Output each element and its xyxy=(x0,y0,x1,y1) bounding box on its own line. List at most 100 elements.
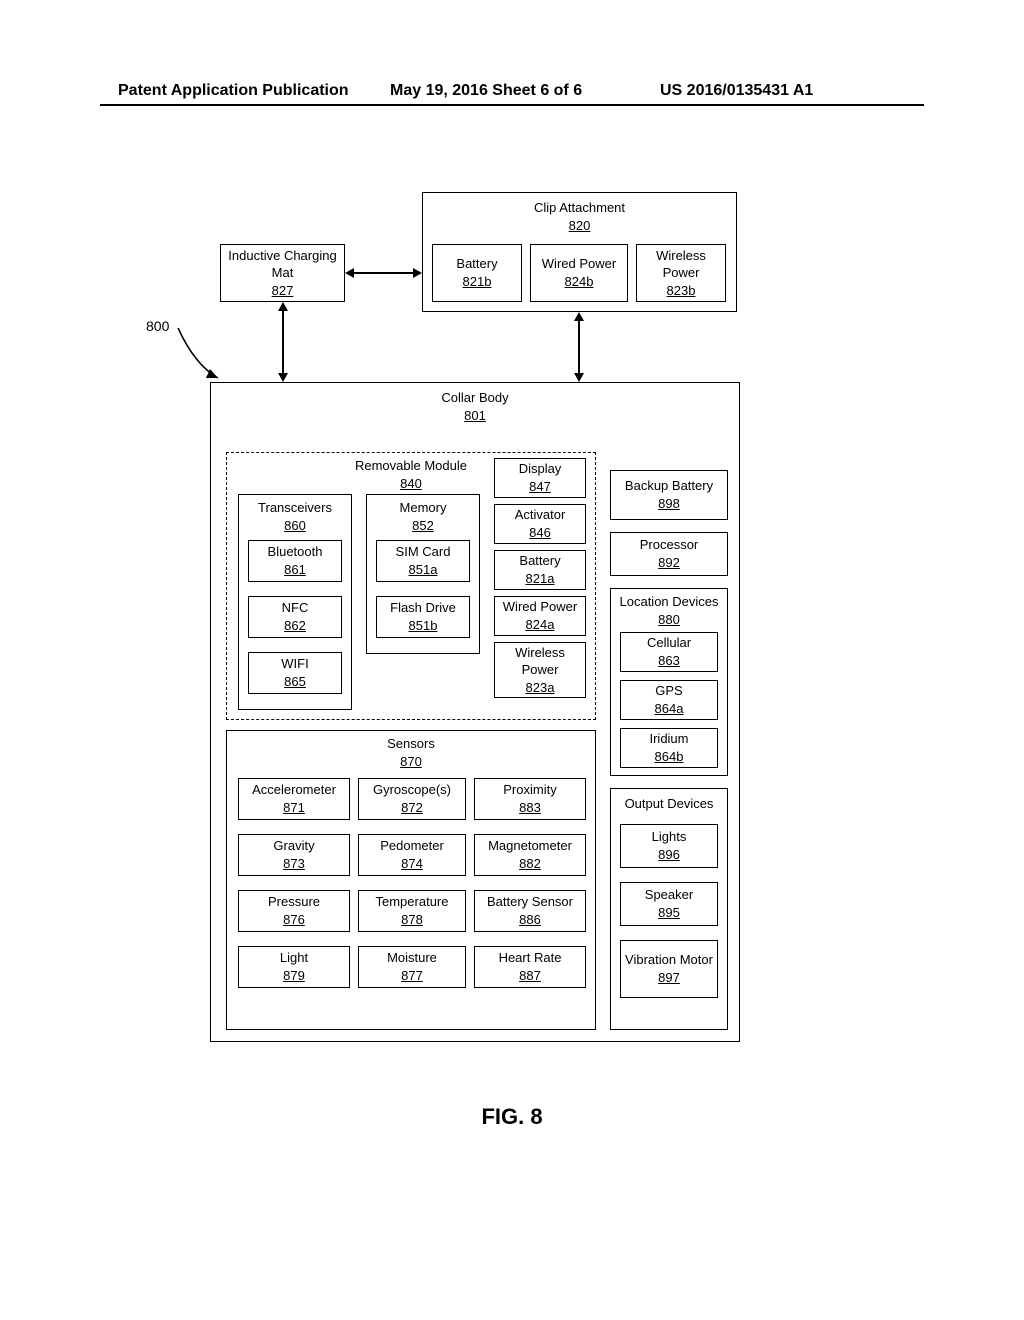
sim-title: SIM Card xyxy=(396,543,451,561)
removable-title-text: Removable Module xyxy=(301,457,521,475)
sensors-title: Sensors 870 xyxy=(387,735,435,770)
clip-title-text: Clip Attachment xyxy=(534,199,625,217)
clip-wirelesspower-ref: 823b xyxy=(667,282,696,300)
pressure-box: Pressure876 xyxy=(238,890,350,932)
iridium-title: Iridium xyxy=(649,730,688,748)
clip-wirelesspower-title: Wireless Power xyxy=(641,247,721,282)
clip-wiredpower-ref: 824b xyxy=(565,273,594,291)
battery-a-box: Battery 821a xyxy=(494,550,586,590)
accel-box: Accelerometer871 xyxy=(238,778,350,820)
activator-box: Activator 846 xyxy=(494,504,586,544)
location-ref: 880 xyxy=(620,611,719,629)
backup-battery-title: Backup Battery xyxy=(625,477,713,495)
clip-battery-ref: 821b xyxy=(463,273,492,291)
wiredpower-a-box: Wired Power 824a xyxy=(494,596,586,636)
arrowhead-icon xyxy=(413,268,422,278)
header-right: US 2016/0135431 A1 xyxy=(660,82,813,100)
sensors-ref: 870 xyxy=(387,753,435,771)
flash-title: Flash Drive xyxy=(390,599,456,617)
cellular-ref: 863 xyxy=(658,652,680,670)
transceivers-title: Transceivers 860 xyxy=(258,499,332,534)
leader-arrow-icon xyxy=(170,320,230,390)
memory-title: Memory 852 xyxy=(400,499,447,534)
display-title: Display xyxy=(519,460,562,478)
charging-mat-box: Inductive Charging Mat 827 xyxy=(220,244,345,302)
gps-ref: 864a xyxy=(655,700,684,718)
clip-wiredpower-box: Wired Power 824b xyxy=(530,244,628,302)
header-left: Patent Application Publication xyxy=(118,82,349,100)
lights-box: Lights 896 xyxy=(620,824,718,868)
collar-title-text: Collar Body xyxy=(441,389,508,407)
charging-mat-title: Inductive Charging Mat xyxy=(225,247,340,282)
proximity-box: Proximity883 xyxy=(474,778,586,820)
header-rule xyxy=(100,104,924,106)
flash-box: Flash Drive 851b xyxy=(376,596,470,638)
lights-ref: 896 xyxy=(658,846,680,864)
clip-title: Clip Attachment 820 xyxy=(534,199,625,234)
sensors-title-text: Sensors xyxy=(387,735,435,753)
nfc-box: NFC 862 xyxy=(248,596,342,638)
memory-ref: 852 xyxy=(400,517,447,535)
battery-a-ref: 821a xyxy=(526,570,555,588)
bluetooth-title: Bluetooth xyxy=(268,543,323,561)
removable-ref: 840 xyxy=(301,475,521,493)
battery-sensor-box: Battery Sensor886 xyxy=(474,890,586,932)
processor-ref: 892 xyxy=(658,554,680,572)
arrow-clip-collar xyxy=(578,320,580,374)
speaker-box: Speaker 895 xyxy=(620,882,718,926)
cellular-box: Cellular 863 xyxy=(620,632,718,672)
bluetooth-box: Bluetooth 861 xyxy=(248,540,342,582)
wifi-ref: 865 xyxy=(284,673,306,691)
system-ref-label: 800 xyxy=(146,318,169,334)
display-ref: 847 xyxy=(529,478,551,496)
battery-a-title: Battery xyxy=(519,552,560,570)
activator-title: Activator xyxy=(515,506,566,524)
flash-ref: 851b xyxy=(409,617,438,635)
collar-title: Collar Body 801 xyxy=(441,389,508,424)
speaker-title: Speaker xyxy=(645,886,693,904)
patent-page: Patent Application Publication May 19, 2… xyxy=(0,0,1024,1320)
sim-box: SIM Card 851a xyxy=(376,540,470,582)
wifi-box: WIFI 865 xyxy=(248,652,342,694)
gps-title: GPS xyxy=(655,682,682,700)
diagram-container: 800 Clip Attachment 820 Battery 821b Wir… xyxy=(120,170,900,1090)
backup-battery-ref: 898 xyxy=(658,495,680,513)
clip-wiredpower-title: Wired Power xyxy=(542,255,616,273)
arrow-mat-collar xyxy=(282,310,284,374)
lights-title: Lights xyxy=(652,828,687,846)
wirelesspower-a-box: Wireless Power 823a xyxy=(494,642,586,698)
nfc-ref: 862 xyxy=(284,617,306,635)
magnetometer-box: Magnetometer882 xyxy=(474,834,586,876)
processor-title: Processor xyxy=(640,536,699,554)
transceivers-title-text: Transceivers xyxy=(258,499,332,517)
clip-ref: 820 xyxy=(534,217,625,235)
arrowhead-icon xyxy=(574,373,584,382)
arrowhead-icon xyxy=(278,373,288,382)
wirelesspower-a-title: Wireless Power xyxy=(499,644,581,679)
output-title: Output Devices xyxy=(625,795,714,813)
processor-box: Processor 892 xyxy=(610,532,728,576)
speaker-ref: 895 xyxy=(658,904,680,922)
memory-title-text: Memory xyxy=(400,499,447,517)
clip-wirelesspower-box: Wireless Power 823b xyxy=(636,244,726,302)
arrowhead-icon xyxy=(345,268,354,278)
location-title-text: Location Devices xyxy=(620,593,719,611)
vibration-box: Vibration Motor 897 xyxy=(620,940,718,998)
charging-mat-ref: 827 xyxy=(272,282,294,300)
light-box: Light879 xyxy=(238,946,350,988)
heartrate-box: Heart Rate887 xyxy=(474,946,586,988)
arrowhead-icon xyxy=(574,312,584,321)
iridium-ref: 864b xyxy=(655,748,684,766)
clip-battery-title: Battery xyxy=(456,255,497,273)
sim-ref: 851a xyxy=(409,561,438,579)
wiredpower-a-title: Wired Power xyxy=(503,598,577,616)
activator-ref: 846 xyxy=(529,524,551,542)
pedometer-box: Pedometer874 xyxy=(358,834,466,876)
arrowhead-icon xyxy=(278,302,288,311)
wirelesspower-a-ref: 823a xyxy=(526,679,555,697)
display-box: Display 847 xyxy=(494,458,586,498)
nfc-title: NFC xyxy=(282,599,309,617)
wiredpower-a-ref: 824a xyxy=(526,616,555,634)
removable-title: Removable Module 840 xyxy=(301,457,521,492)
gyro-box: Gyroscope(s)872 xyxy=(358,778,466,820)
